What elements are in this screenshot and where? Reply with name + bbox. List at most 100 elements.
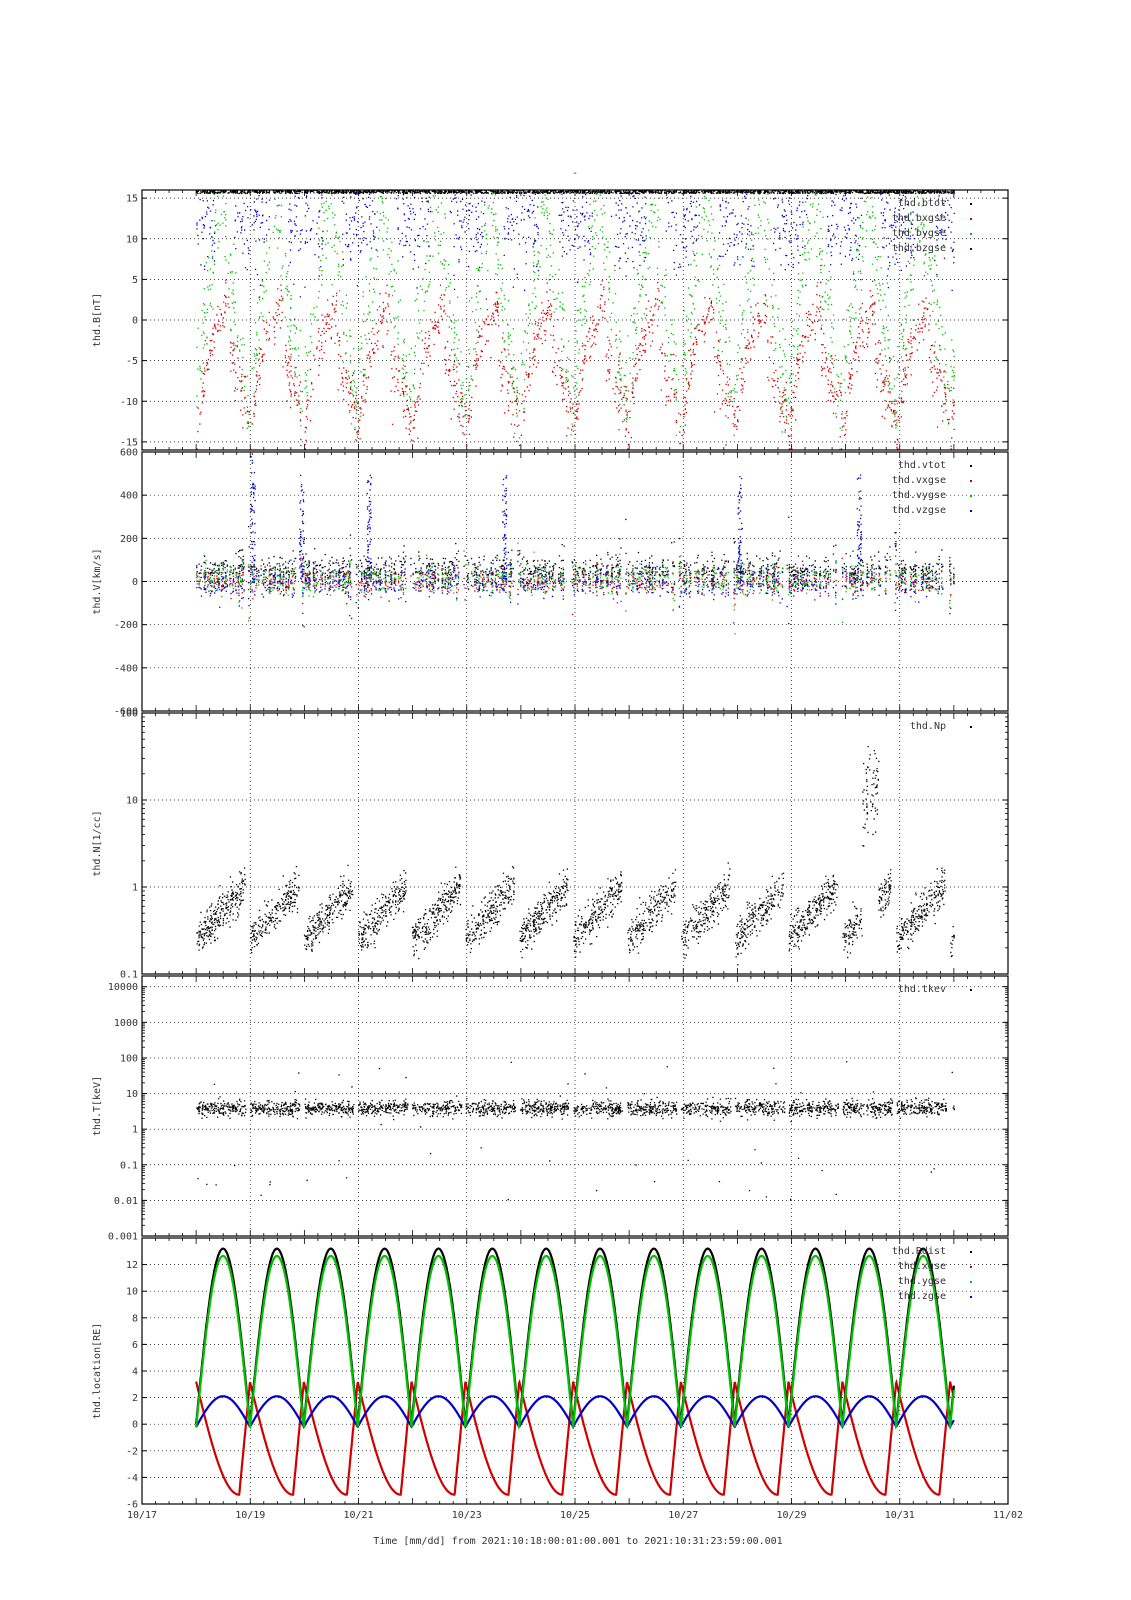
y-tick-label: 400	[120, 491, 138, 502]
x-tick-label: 10/23	[452, 1510, 482, 1521]
vtot-marks	[196, 516, 955, 577]
y-tick-label: 8	[132, 1313, 138, 1324]
btot-marks	[196, 190, 955, 195]
legend: thd.Rdist thd.xgse thd.ygse thd.zgse	[892, 1246, 972, 1302]
legend: thd.tkev	[898, 984, 972, 995]
y-tick-label: 100	[120, 1053, 138, 1064]
legend-marker	[970, 510, 972, 512]
y-tick-label: -200	[114, 620, 138, 631]
btot-points	[196, 190, 955, 195]
y-tick-label: 12	[126, 1260, 138, 1271]
x-tick-label: 10/31	[885, 1510, 915, 1521]
data-layer	[196, 1061, 955, 1201]
legend-marker	[970, 1296, 972, 1298]
legend-label: thd.bzgse	[892, 243, 946, 254]
x-tick-label: 10/21	[343, 1510, 373, 1521]
legend: thd.btot thd.bxgse thd.bygse thd.bzgse	[892, 198, 972, 254]
legend-marker	[970, 989, 972, 991]
legend-label: thd.ygse	[898, 1276, 946, 1287]
legend-marker	[970, 218, 972, 220]
y-tick-label: 100	[120, 709, 138, 720]
legend-label: thd.Np	[910, 721, 946, 732]
bxgse-marks	[196, 275, 955, 450]
y-tick-label: -6	[126, 1500, 138, 1511]
tkev-points	[196, 1061, 955, 1201]
legend-label: thd.Rdist	[892, 1246, 946, 1257]
legend-label: thd.vygse	[892, 490, 946, 501]
panel-2: -600 -400 -200 0 200 400 600 thd.V[km/s] thd.vto…	[92, 448, 1009, 718]
x-tick-label: 10/25	[560, 1510, 590, 1521]
legend-label: thd.bxgse	[892, 213, 946, 224]
legend-label: thd.vxgse	[892, 475, 946, 486]
y-tick-label: 0.1	[120, 1160, 138, 1171]
legend-label: thd.bygse	[892, 228, 946, 239]
y-tick-label: -5	[126, 356, 138, 367]
xgse-line	[195, 1378, 955, 1496]
y-tick-label: -10	[120, 397, 138, 408]
legend-marker	[970, 248, 972, 250]
data-layer	[196, 746, 955, 966]
y-tick-label: 0	[132, 577, 138, 588]
plot-frame	[141, 451, 1009, 712]
legend-label: thd.zgse	[898, 1291, 946, 1302]
vtot-points	[196, 516, 955, 577]
y-tick-label: -400	[114, 663, 138, 674]
legend-marker	[970, 726, 972, 728]
figure-title: -	[572, 168, 578, 179]
y-tick-label: 0.01	[114, 1196, 138, 1207]
y-tick-label: 10	[126, 796, 138, 807]
x-tick-label: 10/19	[235, 1510, 265, 1521]
plot-frame	[141, 1237, 1009, 1505]
y-axis-label: thd.T[keV]	[92, 1076, 103, 1136]
y-tick-label: -15	[120, 437, 138, 448]
legend-marker	[970, 480, 972, 482]
vygse-points	[196, 542, 955, 635]
legend-marker	[970, 495, 972, 497]
y-tick-label: 1000	[114, 1018, 138, 1029]
data-layer	[196, 453, 955, 635]
y-axis-label: thd.location[RE]	[92, 1323, 103, 1419]
legend-marker	[970, 233, 972, 235]
y-tick-label: 6	[132, 1340, 138, 1351]
legend-marker	[970, 1281, 972, 1283]
y-axis-label: thd.N[1/cc]	[92, 810, 103, 876]
x-tick-label: 11/02	[993, 1510, 1023, 1521]
y-tick-label: -4	[126, 1473, 138, 1484]
y-tick-label: 10	[126, 1287, 138, 1298]
Np-marks	[196, 746, 955, 966]
y-tick-label: 15	[126, 194, 138, 205]
panel-5: -6 -4 -2 0 2 4 6 8 10 12 thd.location[RE] thd.Rdist…	[92, 1237, 1009, 1511]
legend-label: thd.xgse	[898, 1261, 946, 1272]
legend-label: thd.vtot	[898, 460, 946, 471]
grid	[142, 976, 1008, 1236]
y-tick-label: 0	[132, 316, 138, 327]
y-tick-label: 10	[126, 1089, 138, 1100]
Np-points	[196, 746, 955, 966]
panel-4: 0.001 0.01 0.1 1 10 100 1000 10000 thd.T[keV] thd…	[92, 975, 1009, 1243]
y-tick-label: 1	[132, 1125, 138, 1136]
legend: thd.vtot thd.vxgse thd.vygse thd.vzgse	[892, 460, 972, 516]
vygse-marks	[196, 542, 955, 635]
x-tick-label: 10/29	[776, 1510, 806, 1521]
y-tick-label: 0.1	[120, 970, 138, 981]
y-tick-label: 5	[132, 275, 138, 286]
y-tick-label: 1	[132, 883, 138, 894]
legend-label: thd.tkev	[898, 984, 946, 995]
plot-frame	[141, 189, 1009, 451]
y-tick-label: 0	[132, 1420, 138, 1431]
y-tick-label: 600	[120, 448, 138, 459]
legend-label: thd.btot	[898, 198, 946, 209]
legend-marker	[970, 465, 972, 467]
data-layer	[196, 190, 955, 450]
legend-marker	[970, 1251, 972, 1253]
grid	[142, 713, 1008, 974]
vzgse-points	[196, 453, 955, 627]
legend-marker	[970, 203, 972, 205]
legend-marker	[970, 1266, 972, 1268]
y-tick-label: -600	[114, 707, 138, 718]
ygse-line	[195, 1254, 955, 1430]
data-layer	[195, 1247, 955, 1496]
panel-1: -15 -10 -5 0 5 10 15 thd.B[nT] thd.btot thd.bxgse…	[92, 189, 1009, 451]
bxgse-points	[196, 275, 955, 450]
